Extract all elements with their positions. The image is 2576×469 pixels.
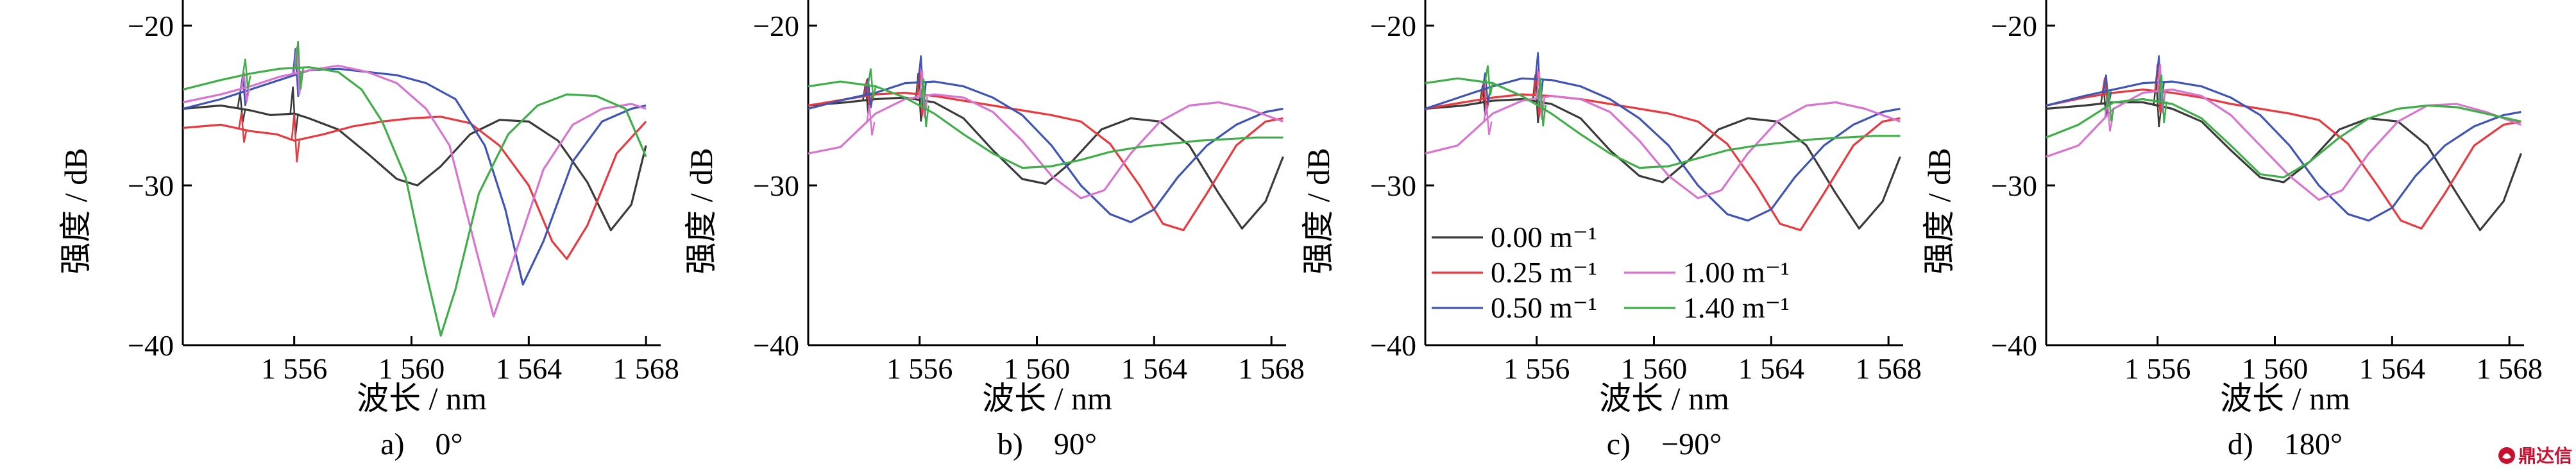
series-line bbox=[808, 80, 1284, 223]
series-noise-spike bbox=[1483, 105, 1493, 135]
series-noise-spike bbox=[919, 69, 928, 119]
y-axis-title: 强度 / dB bbox=[683, 148, 719, 274]
series-line bbox=[808, 80, 1284, 169]
series-line bbox=[182, 104, 647, 232]
x-axis-title: 波长 / nm bbox=[982, 380, 1112, 416]
x-tick-label: 1 560 bbox=[1621, 352, 1688, 385]
y-tick-label: −40 bbox=[128, 329, 174, 362]
y-tick-label: −20 bbox=[1991, 10, 2037, 42]
x-tick-label: 1 568 bbox=[2476, 352, 2543, 385]
chart-panel-3: −20 −30 −40 1 556 1 560 1 564 1 568 波长 / nm 强度 /… bbox=[1921, 0, 2543, 461]
series-noise-spike bbox=[1484, 65, 1494, 96]
panel-caption: c) −90° bbox=[1607, 427, 1722, 461]
x-tick-label: 1 568 bbox=[613, 352, 679, 385]
series-line bbox=[808, 93, 1284, 200]
x-tick-label: 1 556 bbox=[1504, 352, 1570, 385]
series-line bbox=[1425, 98, 1901, 230]
series-noise-spike bbox=[241, 72, 250, 103]
legend-label: 1.40 m⁻¹ bbox=[1683, 291, 1790, 324]
x-axis-title: 波长 / nm bbox=[1599, 380, 1729, 416]
panels: −20 −30 −40 1 556 1 560 1 564 1 568 波长 / nm 强度 /… bbox=[58, 0, 2543, 461]
series-line bbox=[182, 67, 647, 286]
legend-label: 0.50 m⁻¹ bbox=[1491, 291, 1597, 324]
y-tick-label: −40 bbox=[1991, 329, 2037, 362]
y-axis-title: 强度 / dB bbox=[1921, 148, 1957, 274]
watermark: 鼎达信 bbox=[2498, 445, 2572, 466]
legend-label: 0.00 m⁻¹ bbox=[1491, 221, 1597, 253]
y-tick-label: −20 bbox=[128, 10, 174, 42]
series-line bbox=[2046, 98, 2521, 179]
y-tick-label: −20 bbox=[1370, 10, 1416, 42]
series-line bbox=[182, 115, 647, 260]
x-tick-label: 1 560 bbox=[1004, 352, 1071, 385]
y-tick-label: −30 bbox=[1370, 169, 1416, 202]
series-noise-spike bbox=[867, 68, 877, 99]
panel-caption: b) 90° bbox=[997, 427, 1097, 461]
series-noise-spike bbox=[291, 114, 300, 163]
x-tick-label: 1 560 bbox=[2242, 352, 2309, 385]
legend-label: 1.00 m⁻¹ bbox=[1683, 256, 1790, 289]
y-axis-title: 强度 / dB bbox=[1300, 148, 1336, 274]
x-tick-label: 1 564 bbox=[2359, 352, 2426, 385]
series-noise-spike bbox=[920, 78, 929, 128]
x-tick-label: 1 556 bbox=[261, 352, 328, 385]
x-tick-label: 1 564 bbox=[1738, 352, 1805, 385]
y-axis-title: 强度 / dB bbox=[58, 148, 94, 274]
chart-panel-0: −20 −30 −40 1 556 1 560 1 564 1 568 波长 / nm 强度 /… bbox=[58, 0, 679, 461]
series-line bbox=[182, 66, 647, 337]
series-line bbox=[182, 64, 647, 318]
x-axis-title: 波长 / nm bbox=[2220, 380, 2350, 416]
legend: 0.00 m⁻¹0.25 m⁻¹ 1.00 m⁻¹ 0.50 m⁻¹ 1.40 m⁻¹ bbox=[1432, 221, 1790, 324]
y-tick-label: −30 bbox=[128, 169, 174, 202]
series-noise-spike bbox=[237, 92, 246, 123]
series-line bbox=[1425, 77, 1901, 222]
y-tick-label: −30 bbox=[753, 169, 799, 202]
series-noise-spike bbox=[289, 86, 299, 135]
chart-panel-1: −20 −30 −40 1 556 1 560 1 564 1 568 波长 / nm 强度 /… bbox=[683, 0, 1305, 461]
series-line bbox=[2046, 89, 2521, 201]
x-tick-label: 1 568 bbox=[1855, 352, 1922, 385]
x-axis-title: 波长 / nm bbox=[357, 380, 487, 416]
series-noise-spike bbox=[1537, 78, 1546, 127]
chart-panel-2: −20 −30 −40 1 556 1 560 1 564 1 568 波长 / nm 强度 /… bbox=[1300, 0, 1922, 461]
legend-label: 0.25 m⁻¹ bbox=[1491, 256, 1597, 289]
series-noise-spike bbox=[865, 78, 874, 108]
series-line bbox=[2046, 89, 2521, 230]
series-noise-spike bbox=[1482, 72, 1491, 103]
series-noise-spike bbox=[238, 112, 248, 143]
series-noise-spike bbox=[866, 105, 876, 136]
series-line bbox=[1425, 93, 1901, 232]
series-line bbox=[808, 96, 1284, 230]
series-noise-spike bbox=[242, 58, 251, 89]
x-tick-label: 1 564 bbox=[1121, 352, 1188, 385]
series-noise-spike bbox=[2104, 101, 2114, 132]
y-tick-label: −20 bbox=[753, 10, 799, 42]
x-tick-label: 1 556 bbox=[2124, 352, 2191, 385]
y-tick-label: −40 bbox=[753, 329, 799, 362]
series-line bbox=[1425, 77, 1901, 169]
series-noise-spike bbox=[294, 40, 304, 90]
x-tick-label: 1 568 bbox=[1238, 352, 1305, 385]
series-line bbox=[1425, 95, 1901, 200]
panel-caption: d) 180° bbox=[2228, 427, 2343, 461]
series-line bbox=[808, 92, 1284, 232]
series-line bbox=[2046, 101, 2522, 232]
watermark-text: 鼎达信 bbox=[2518, 445, 2572, 466]
x-tick-label: 1 556 bbox=[886, 352, 953, 385]
y-tick-label: −40 bbox=[1370, 329, 1416, 362]
y-tick-label: −30 bbox=[1991, 169, 2037, 202]
x-tick-label: 1 560 bbox=[378, 352, 445, 385]
lotus-logo-icon-petal bbox=[2502, 453, 2511, 459]
series-noise-spike bbox=[2105, 91, 2115, 122]
series-noise-spike bbox=[2158, 74, 2167, 124]
panel-caption: a) 0° bbox=[380, 427, 463, 461]
x-tick-label: 1 564 bbox=[496, 352, 563, 385]
